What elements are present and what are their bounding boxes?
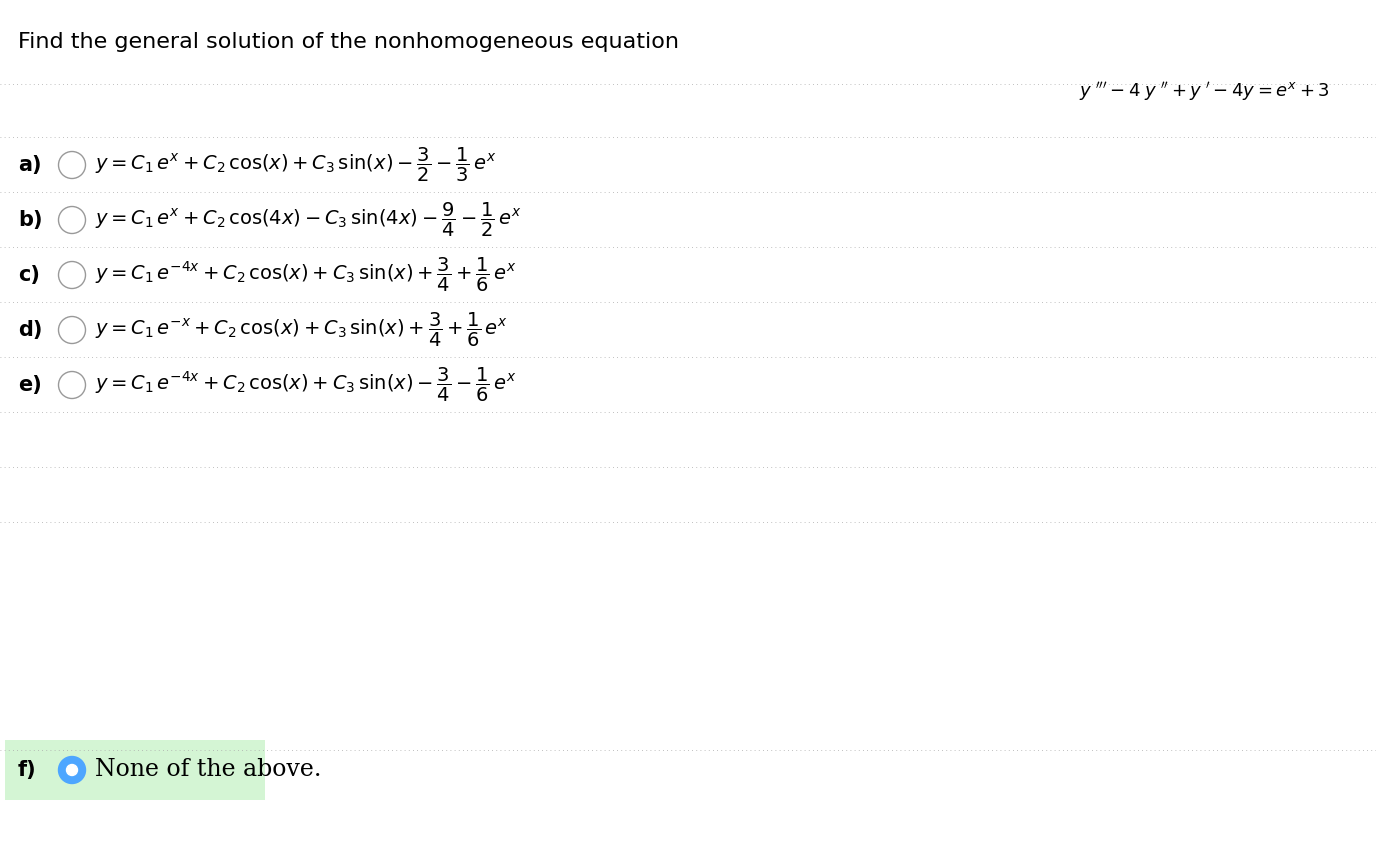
- Circle shape: [59, 206, 85, 233]
- Text: f): f): [18, 760, 37, 780]
- Text: $y = C_1\,e^{-4x} + C_2\,\cos(x) + C_3\,\sin(x) - \dfrac{3}{4} - \dfrac{1}{6}\,e: $y = C_1\,e^{-4x} + C_2\,\cos(x) + C_3\,…: [95, 366, 516, 404]
- Circle shape: [59, 152, 85, 179]
- Circle shape: [59, 262, 85, 289]
- Text: $y \; ''' - 4 \; y \; '' + y \; ' - 4y = e^x + 3$: $y \; ''' - 4 \; y \; '' + y \; ' - 4y =…: [1079, 80, 1331, 103]
- Text: b): b): [18, 210, 43, 230]
- Text: $y = C_1\,e^x + C_2\,\cos(4x) - C_3\,\sin(4x) - \dfrac{9}{4} - \dfrac{1}{2}\,e^x: $y = C_1\,e^x + C_2\,\cos(4x) - C_3\,\si…: [95, 201, 522, 239]
- Circle shape: [59, 756, 85, 784]
- Circle shape: [66, 765, 77, 775]
- Text: None of the above.: None of the above.: [95, 759, 322, 781]
- Text: $y = C_1\,e^{-4x} + C_2\,\cos(x) + C_3\,\sin(x) + \dfrac{3}{4} + \dfrac{1}{6}\,e: $y = C_1\,e^{-4x} + C_2\,\cos(x) + C_3\,…: [95, 256, 516, 294]
- Circle shape: [59, 371, 85, 398]
- Text: a): a): [18, 155, 41, 175]
- Text: $y = C_1\,e^x + C_2\,\cos(x) + C_3\,\sin(x) - \dfrac{3}{2} - \dfrac{1}{3}\,e^x$: $y = C_1\,e^x + C_2\,\cos(x) + C_3\,\sin…: [95, 146, 497, 184]
- Text: $y = C_1\,e^{-x} + C_2\,\cos(x) + C_3\,\sin(x) + \dfrac{3}{4} + \dfrac{1}{6}\,e^: $y = C_1\,e^{-x} + C_2\,\cos(x) + C_3\,\…: [95, 311, 508, 349]
- Circle shape: [59, 317, 85, 344]
- Text: Find the general solution of the nonhomogeneous equation: Find the general solution of the nonhomo…: [18, 32, 678, 52]
- Text: e): e): [18, 375, 41, 395]
- Text: d): d): [18, 320, 43, 340]
- FancyBboxPatch shape: [6, 740, 266, 800]
- Text: c): c): [18, 265, 40, 285]
